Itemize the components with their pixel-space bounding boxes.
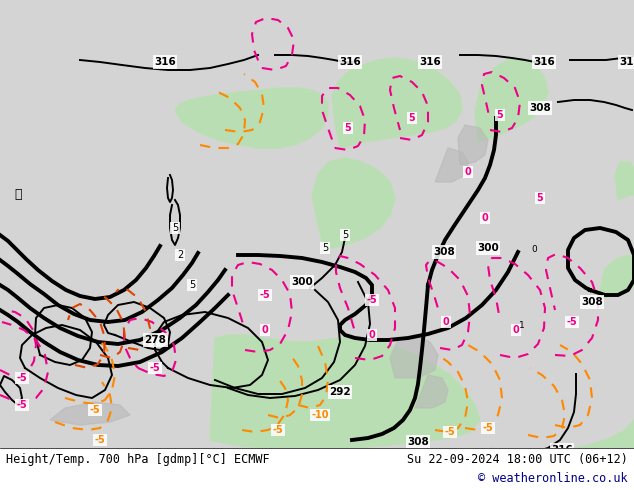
Text: 300: 300 bbox=[477, 243, 499, 253]
Text: Su 22-09-2024 18:00 UTC (06+12): Su 22-09-2024 18:00 UTC (06+12) bbox=[407, 454, 628, 466]
Text: 1: 1 bbox=[519, 320, 525, 329]
Polygon shape bbox=[332, 58, 462, 148]
Text: 316: 316 bbox=[533, 57, 555, 67]
Text: 5: 5 bbox=[172, 223, 178, 233]
Text: -10: -10 bbox=[311, 410, 329, 420]
Polygon shape bbox=[390, 335, 438, 378]
Text: -5: -5 bbox=[260, 290, 270, 300]
Text: 292: 292 bbox=[329, 387, 351, 397]
Text: 5: 5 bbox=[496, 110, 503, 120]
Polygon shape bbox=[615, 162, 634, 200]
Text: 284: 284 bbox=[251, 455, 273, 465]
Text: 5: 5 bbox=[345, 123, 351, 133]
Text: 0: 0 bbox=[262, 325, 268, 335]
Text: 308: 308 bbox=[529, 103, 551, 113]
Text: 5: 5 bbox=[536, 193, 543, 203]
Text: -5: -5 bbox=[94, 435, 105, 445]
Text: -5: -5 bbox=[482, 423, 493, 433]
Text: -5: -5 bbox=[16, 373, 27, 383]
Text: 5: 5 bbox=[189, 280, 195, 290]
Polygon shape bbox=[50, 402, 130, 425]
Polygon shape bbox=[590, 458, 634, 490]
Text: 0: 0 bbox=[513, 325, 519, 335]
Text: -5: -5 bbox=[567, 317, 578, 327]
Text: 316: 316 bbox=[419, 57, 441, 67]
Text: © weatheronline.co.uk: © weatheronline.co.uk bbox=[479, 471, 628, 485]
Text: -5: -5 bbox=[16, 400, 27, 410]
Text: Height/Temp. 700 hPa [gdmp][°C] ECMWF: Height/Temp. 700 hPa [gdmp][°C] ECMWF bbox=[6, 454, 269, 466]
Text: 5: 5 bbox=[322, 243, 328, 253]
Text: 316: 316 bbox=[339, 57, 361, 67]
Text: 0: 0 bbox=[368, 330, 375, 340]
Polygon shape bbox=[475, 58, 548, 142]
Polygon shape bbox=[415, 375, 448, 408]
Text: -5: -5 bbox=[273, 425, 283, 435]
Polygon shape bbox=[458, 125, 488, 165]
Text: 0: 0 bbox=[443, 317, 450, 327]
Text: 2: 2 bbox=[177, 250, 183, 260]
Polygon shape bbox=[175, 88, 328, 148]
Bar bbox=[0, 448, 634, 490]
Text: 0: 0 bbox=[465, 167, 471, 177]
Text: 300: 300 bbox=[291, 277, 313, 287]
Polygon shape bbox=[435, 148, 468, 182]
Text: -5: -5 bbox=[89, 405, 100, 415]
Text: 308: 308 bbox=[581, 297, 603, 307]
Text: 0: 0 bbox=[531, 245, 537, 254]
Text: 316: 316 bbox=[154, 57, 176, 67]
Polygon shape bbox=[598, 255, 634, 300]
Text: 0: 0 bbox=[482, 213, 488, 223]
Text: ด: ด bbox=[14, 189, 22, 201]
Text: 5: 5 bbox=[342, 230, 348, 240]
Polygon shape bbox=[210, 335, 480, 450]
Polygon shape bbox=[312, 158, 395, 250]
Text: 5: 5 bbox=[409, 113, 415, 123]
Text: -5: -5 bbox=[444, 427, 455, 437]
Text: -5: -5 bbox=[150, 363, 160, 373]
Text: 308: 308 bbox=[407, 437, 429, 447]
Polygon shape bbox=[490, 420, 634, 462]
Text: 308: 308 bbox=[433, 247, 455, 257]
Text: 316: 316 bbox=[619, 57, 634, 67]
Text: -5: -5 bbox=[366, 295, 377, 305]
Text: 316: 316 bbox=[551, 445, 573, 455]
Text: 278: 278 bbox=[144, 335, 166, 345]
